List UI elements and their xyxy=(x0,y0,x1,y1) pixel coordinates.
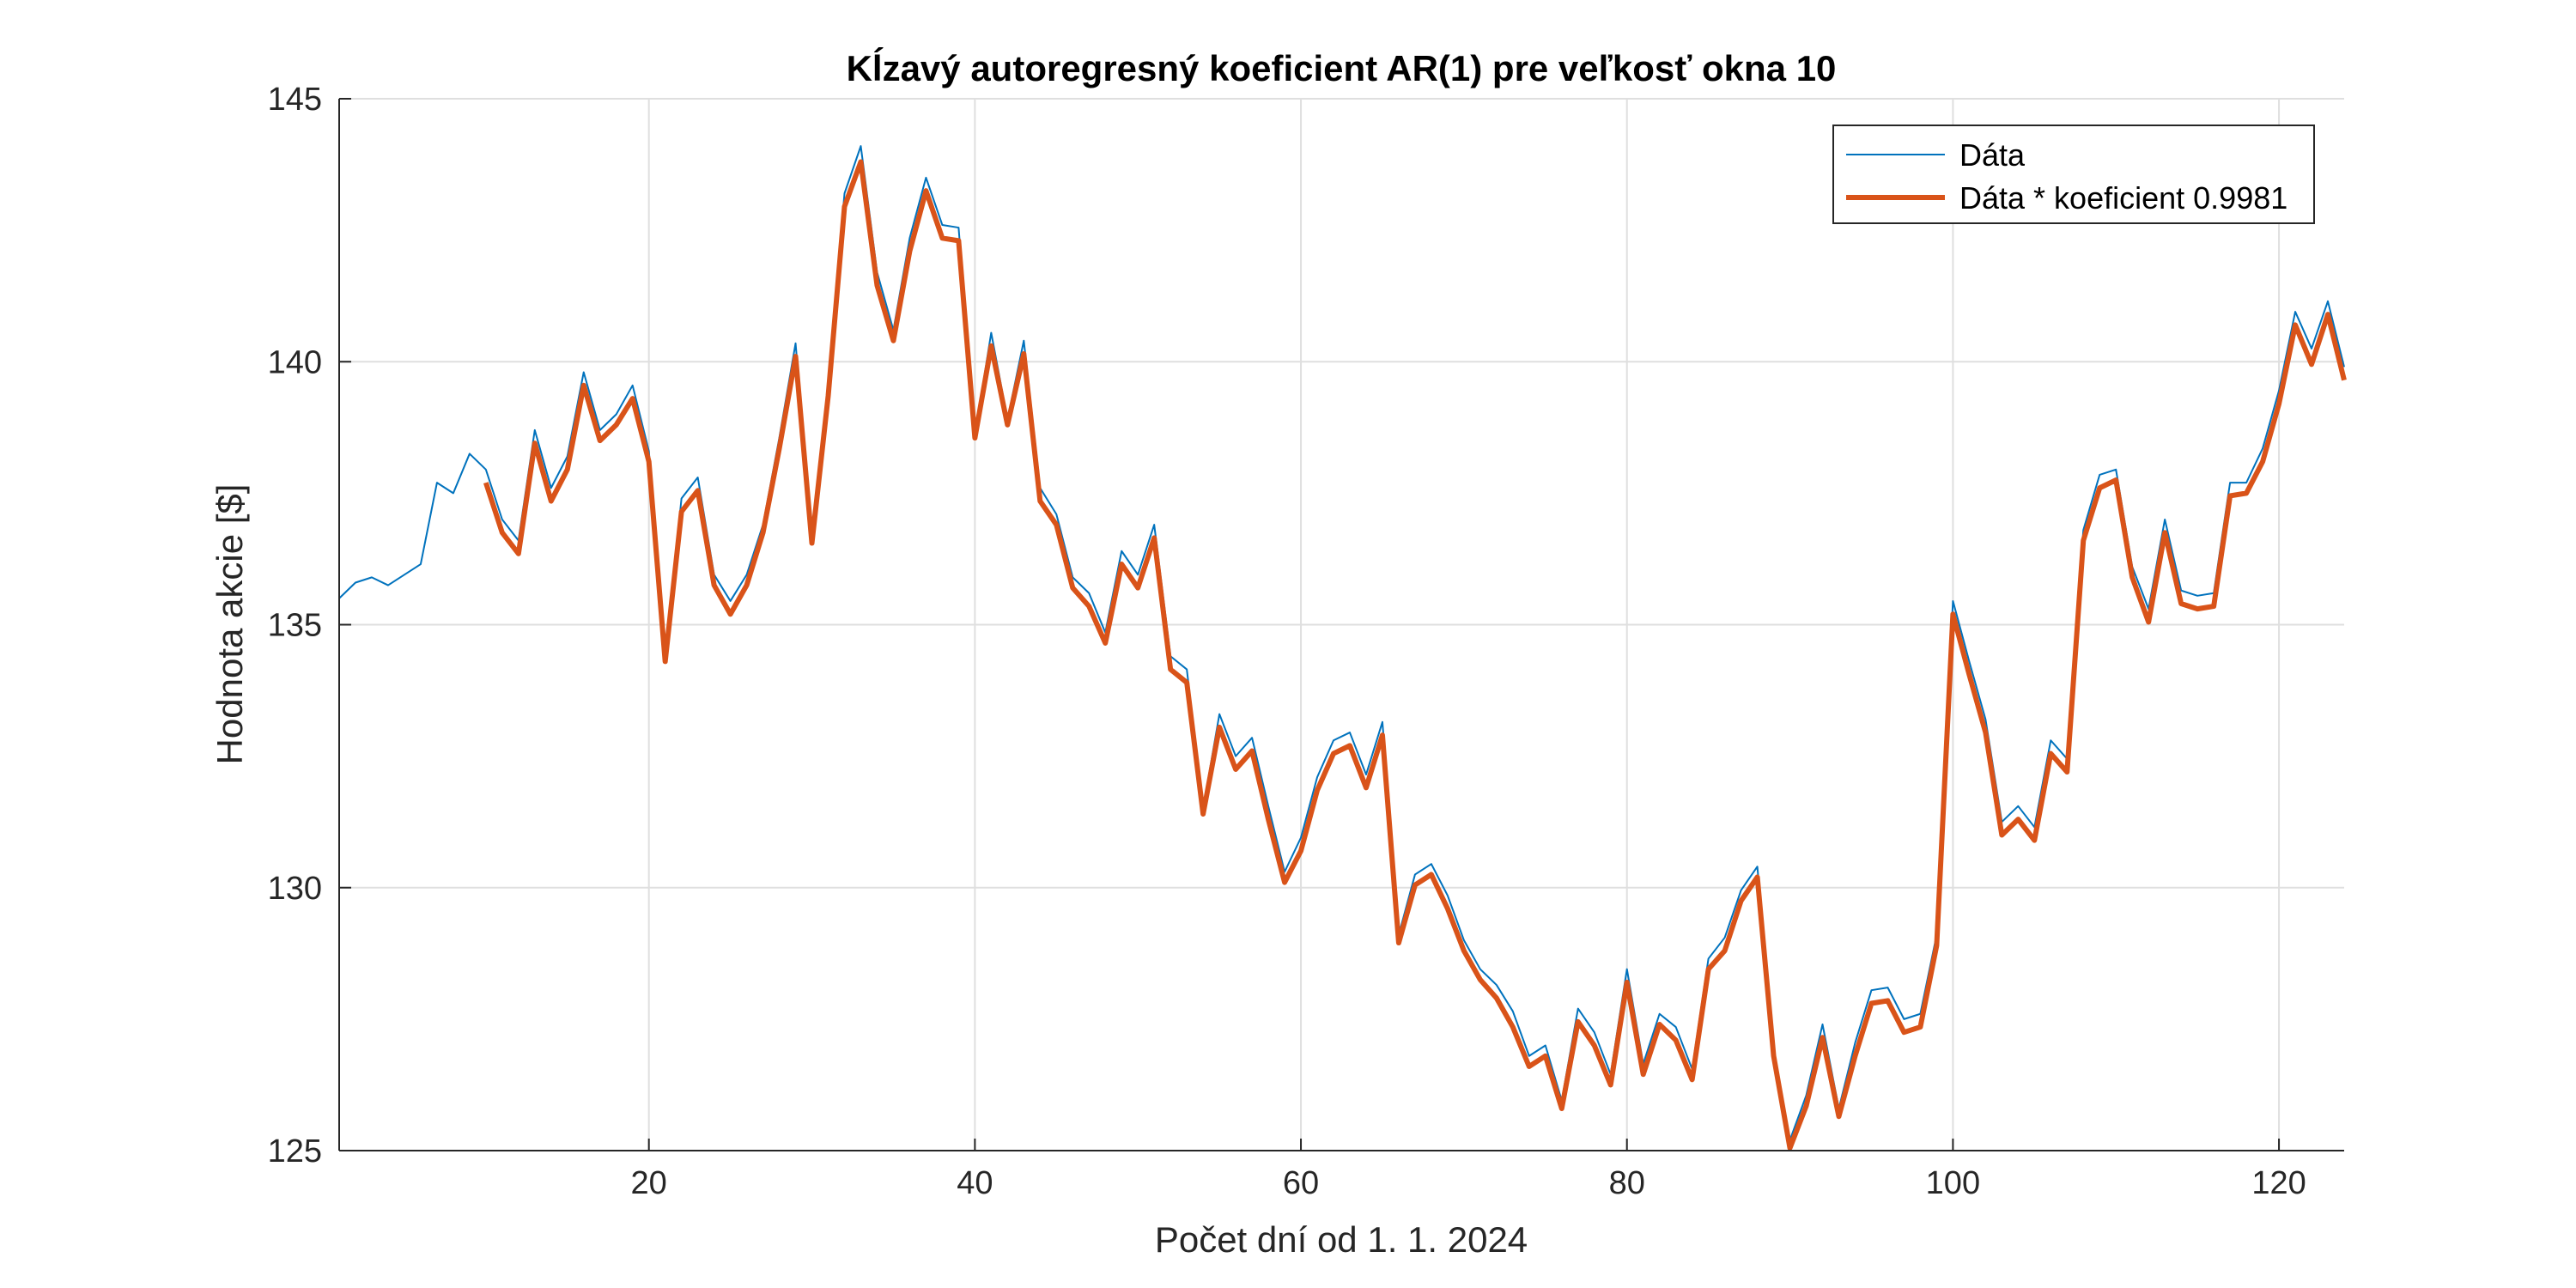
y-tick-label: 145 xyxy=(268,82,322,118)
x-axis-label: Počet dní od 1. 1. 2024 xyxy=(1155,1219,1528,1260)
x-tick-label: 20 xyxy=(631,1165,667,1201)
chart-title: Kĺzavý autoregresný koeficient AR(1) pre… xyxy=(847,46,1837,88)
legend-label-data: Dáta xyxy=(1959,137,2026,173)
x-tick-label: 120 xyxy=(2251,1165,2306,1201)
y-tick-label: 135 xyxy=(268,608,322,644)
legend-label-scaled: Dáta * koeficient 0.9981 xyxy=(1959,180,2287,216)
y-tick-label: 125 xyxy=(268,1133,322,1170)
x-tick-label: 80 xyxy=(1609,1165,1645,1201)
series-line-scaled xyxy=(483,159,2347,1151)
y-axis-label: Hodnota akcie [$] xyxy=(210,484,250,765)
ticks: 20 40 60 80 100 120 125 130 135 140 145 xyxy=(268,82,2306,1201)
series-layer xyxy=(338,145,2347,1151)
x-tick-label: 100 xyxy=(1926,1165,1980,1201)
x-tick-label: 40 xyxy=(957,1165,993,1201)
y-tick-label: 140 xyxy=(268,344,322,380)
y-tick-label: 130 xyxy=(268,871,322,907)
legend-box xyxy=(1832,125,2315,224)
legend: Dáta Dáta * koeficient 0.9981 xyxy=(1832,125,2315,224)
x-tick-label: 60 xyxy=(1283,1165,1319,1201)
